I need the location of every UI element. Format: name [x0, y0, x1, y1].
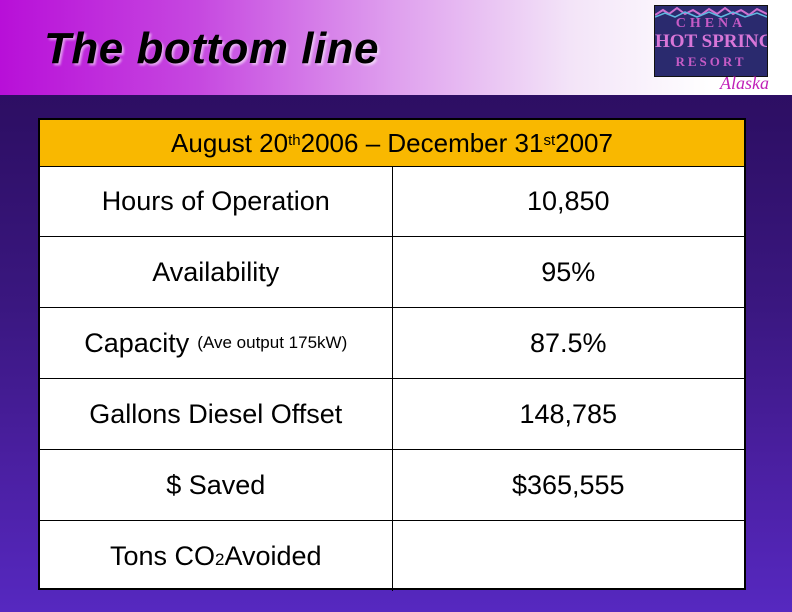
row-label-capacity: Capacity (Ave output 175kW) [40, 308, 393, 378]
title-band: The bottom line CHENA HOT SPRINGS RESORT… [0, 0, 792, 95]
header-date-middle: 2006 – December 31 [300, 127, 544, 158]
row-label-subscript: 2 [214, 550, 225, 569]
resort-logo: CHENA HOT SPRINGS RESORT Alaska [648, 5, 788, 97]
row-label: $ Saved [40, 450, 393, 520]
logo-text-chena: CHENA [675, 16, 747, 31]
row-label: Gallons Diesel Offset [40, 379, 393, 449]
header-sup-st: st [543, 131, 556, 149]
table-row: Gallons Diesel Offset 148,785 [40, 379, 744, 450]
slide-title: The bottom line [44, 24, 380, 73]
row-value: $365,555 [511, 469, 625, 500]
logo-badge: CHENA HOT SPRINGS RESORT [654, 5, 768, 77]
logo-text-hot-springs: HOT SPRINGS [655, 31, 767, 52]
row-label-post: Avoided [224, 540, 322, 571]
row-label: Capacity [84, 327, 190, 358]
logo-text-resort: RESORT [675, 54, 747, 69]
table-row: Tons CO 2 Avoided [40, 521, 744, 591]
header-date-end: 2007 [555, 127, 613, 158]
header-sup-th: th [288, 131, 301, 149]
logo-tagline: Alaska [720, 73, 769, 93]
table-row: Hours of Operation 10,850 [40, 166, 744, 237]
header-date-start: August 20 [171, 127, 289, 158]
row-value: 10,850 [526, 185, 610, 216]
row-label: Hours of Operation [40, 166, 393, 236]
row-label-co2: Tons CO 2 Avoided [40, 521, 393, 591]
row-value: 87.5% [529, 327, 607, 358]
row-label: Availability [40, 237, 393, 307]
table-row: Capacity (Ave output 175kW) 87.5% [40, 308, 744, 379]
row-label-note: (Ave output 175kW) [197, 333, 348, 352]
table-row: Availability 95% [40, 237, 744, 308]
row-value: 148,785 [519, 398, 618, 429]
row-label-pre: Tons CO [109, 540, 215, 571]
row-value: 95% [541, 256, 596, 287]
mountain-wave-icon [655, 6, 767, 18]
row-value-empty [393, 521, 745, 591]
table-row: $ Saved $365,555 [40, 450, 744, 521]
